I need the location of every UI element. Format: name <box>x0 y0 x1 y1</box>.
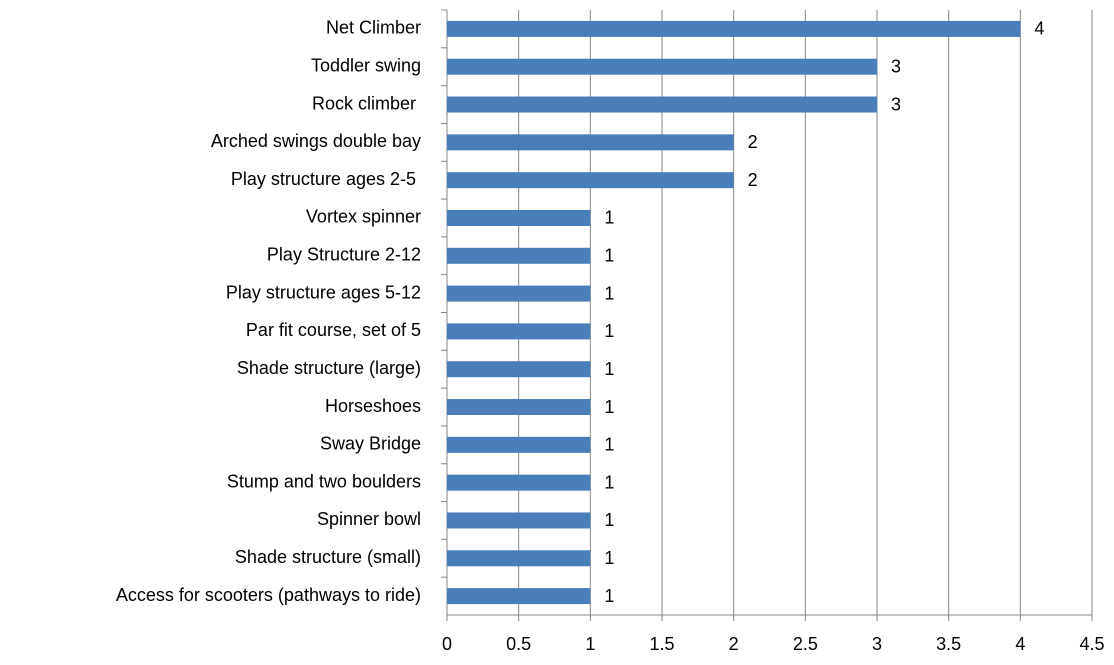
x-tick-label: 0.5 <box>506 634 531 654</box>
bar <box>447 172 734 189</box>
y-tick-label: Stump and two boulders <box>227 471 421 491</box>
bar <box>447 247 591 264</box>
y-tick-label: Play structure ages 2-5 <box>231 169 421 189</box>
bar <box>447 550 591 567</box>
data-label: 1 <box>604 321 614 341</box>
x-tick-label: 4 <box>1015 634 1025 654</box>
bar <box>447 58 877 75</box>
x-tick-label: 3.5 <box>936 634 961 654</box>
x-tick-label: 0 <box>442 634 452 654</box>
x-tick-label: 2 <box>729 634 739 654</box>
data-label: 3 <box>891 94 901 114</box>
data-label: 2 <box>748 170 758 190</box>
y-tick-label: Play Structure 2-12 <box>267 245 421 265</box>
bar <box>447 361 591 378</box>
data-label: 1 <box>604 246 614 266</box>
x-tick-label: 2.5 <box>793 634 818 654</box>
bar <box>447 512 591 529</box>
data-label: 1 <box>604 359 614 379</box>
y-tick-label: Horseshoes <box>325 396 421 416</box>
y-tick-label: Toddler swing <box>311 55 421 75</box>
data-label: 1 <box>604 435 614 455</box>
bar <box>447 209 591 226</box>
y-tick-label: Vortex spinner <box>306 207 421 227</box>
bar <box>447 285 591 302</box>
y-tick-label: Arched swings double bay <box>211 131 421 151</box>
bar <box>447 134 734 151</box>
y-tick-label: Play structure ages 5-12 <box>226 282 421 302</box>
y-tick-label: Sway Bridge <box>320 434 421 454</box>
bar <box>447 323 591 340</box>
bar <box>447 474 591 491</box>
y-tick-label: Shade structure (small) <box>235 547 421 567</box>
data-label: 1 <box>604 208 614 228</box>
y-tick-label: Access for scooters (pathways to ride) <box>116 585 421 605</box>
data-label: 1 <box>604 472 614 492</box>
data-label: 1 <box>604 586 614 606</box>
y-tick-label: Spinner bowl <box>317 509 421 529</box>
data-label: 4 <box>1034 19 1044 39</box>
data-label: 1 <box>604 397 614 417</box>
x-tick-label: 1 <box>585 634 595 654</box>
data-label: 1 <box>604 283 614 303</box>
x-tick-label: 4.5 <box>1079 634 1104 654</box>
bar <box>447 588 591 605</box>
x-tick-label: 3 <box>872 634 882 654</box>
bar <box>447 20 1021 37</box>
bar <box>447 436 591 453</box>
y-tick-label: Net Climber <box>326 18 421 38</box>
y-tick-label: Par fit course, set of 5 <box>246 320 421 340</box>
bar <box>447 399 591 416</box>
data-label: 2 <box>748 132 758 152</box>
data-label: 1 <box>604 548 614 568</box>
bar <box>447 96 877 113</box>
y-tick-label: Shade structure (large) <box>237 358 421 378</box>
y-tick-label: Rock climber <box>312 93 421 113</box>
data-label: 3 <box>891 56 901 76</box>
x-tick-label: 1.5 <box>649 634 674 654</box>
data-label: 1 <box>604 510 614 530</box>
